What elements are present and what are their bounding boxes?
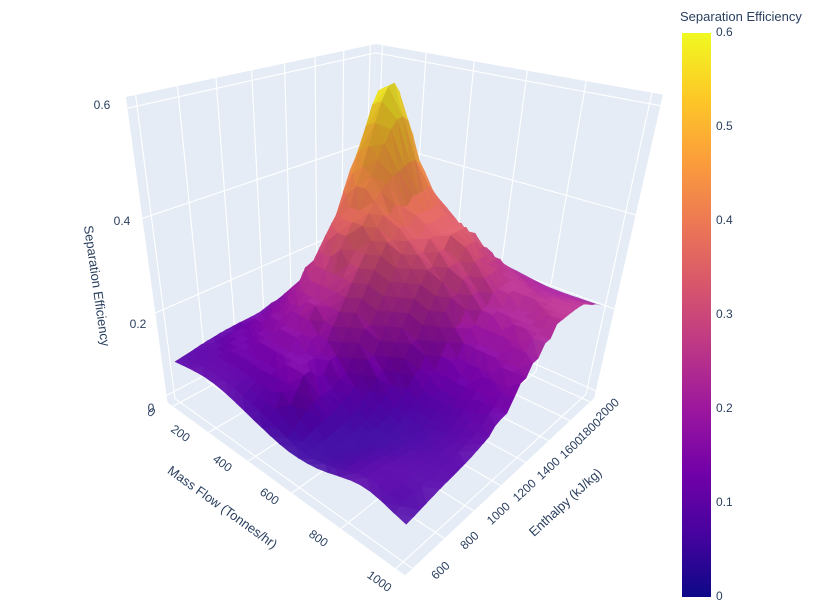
- svg-text:0.3: 0.3: [716, 307, 733, 321]
- svg-text:0.1: 0.1: [716, 495, 733, 509]
- svg-text:0: 0: [148, 401, 155, 415]
- svg-text:0.4: 0.4: [716, 213, 733, 227]
- svg-text:0.4: 0.4: [114, 214, 131, 228]
- svg-text:0.6: 0.6: [94, 98, 111, 112]
- svg-text:0: 0: [716, 589, 723, 603]
- svg-text:0.2: 0.2: [130, 317, 147, 331]
- svg-text:0.2: 0.2: [716, 401, 733, 415]
- svg-text:Separation Efficiency: Separation Efficiency: [680, 9, 802, 24]
- svg-text:0.5: 0.5: [716, 119, 733, 133]
- svg-text:0.6: 0.6: [716, 25, 733, 39]
